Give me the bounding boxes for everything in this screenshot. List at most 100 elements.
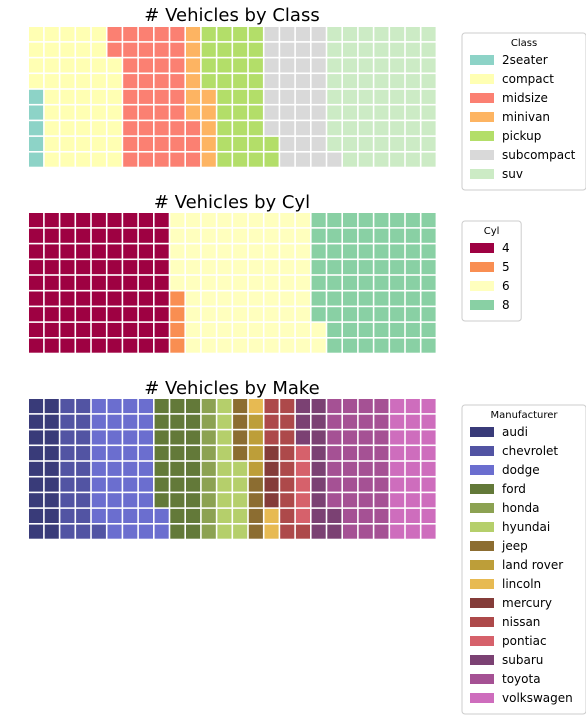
waffle-cell-chevrolet — [76, 493, 91, 508]
waffle-cell-suv — [358, 152, 373, 167]
waffle-cell-midsize — [170, 105, 185, 120]
waffle-cell-4 — [44, 260, 59, 275]
waffle-cell-compact — [76, 152, 91, 167]
waffle-cell-minivan — [186, 105, 201, 120]
waffle-cell-8 — [405, 275, 420, 290]
waffle-cell-6 — [201, 291, 216, 306]
legend-label-honda: honda — [502, 501, 540, 515]
waffle-cell-4 — [138, 275, 153, 290]
waffle-cell-compact — [91, 74, 106, 89]
waffle-cell-6 — [264, 338, 279, 353]
waffle-cell-midsize — [123, 152, 138, 167]
waffle-cell-4 — [123, 307, 138, 322]
waffle-cell-nissan — [280, 446, 295, 461]
waffle-cell-8 — [311, 260, 326, 275]
waffle-cell-subcompact — [311, 121, 326, 136]
waffle-cell-suv — [343, 152, 358, 167]
waffle-cell-8 — [390, 213, 405, 228]
waffle-cell-dodge — [107, 508, 122, 523]
waffle-cell-pickup — [201, 74, 216, 89]
waffle-cell-4 — [123, 291, 138, 306]
waffle-cell-suv — [358, 74, 373, 89]
waffle-cell-ford — [170, 446, 185, 461]
waffle-cell-hyundai — [217, 399, 232, 414]
waffle-cell-toyota — [374, 493, 389, 508]
waffle-cell-8 — [405, 244, 420, 259]
waffle-cell-jeep — [233, 414, 248, 429]
waffle-cell-ford — [186, 399, 201, 414]
waffle-cell-6 — [170, 275, 185, 290]
waffle-cell-toyota — [343, 430, 358, 445]
waffle-cell-nissan — [280, 477, 295, 492]
waffle-cell-suv — [390, 58, 405, 73]
legend-label-pontiac: pontiac — [502, 634, 547, 648]
waffle-cell-8 — [390, 338, 405, 353]
waffle-cell-honda — [201, 477, 216, 492]
waffle-cell-6 — [217, 275, 232, 290]
waffle-cell-suv — [374, 121, 389, 136]
waffle-cell-6 — [280, 213, 295, 228]
legend-swatch-mercury — [470, 598, 494, 608]
waffle-cell-6 — [264, 307, 279, 322]
waffle-cell-8 — [327, 275, 342, 290]
waffle-cell-4 — [154, 322, 169, 337]
waffle-cell-compact — [60, 105, 75, 120]
waffle-cell-compact — [91, 27, 106, 42]
waffle-cell-suv — [421, 42, 436, 57]
waffle-cell-ford — [186, 414, 201, 429]
waffle-cell-compact — [107, 105, 122, 120]
waffle-cell-4 — [29, 307, 44, 322]
waffle-cell-6 — [311, 322, 326, 337]
waffle-cell-subaru — [327, 524, 342, 539]
waffle-cell-dodge — [91, 461, 106, 476]
waffle-cell-6 — [311, 338, 326, 353]
legend-label-6: 6 — [502, 279, 510, 293]
waffle-cell-4 — [107, 275, 122, 290]
waffle-cell-4 — [91, 260, 106, 275]
waffle-cell-jeep — [248, 524, 263, 539]
waffle-cell-subcompact — [280, 105, 295, 120]
waffle-cell-4 — [60, 228, 75, 243]
waffle-cell-midsize — [154, 42, 169, 57]
waffle-cell-compact — [91, 136, 106, 151]
waffle-cell-pickup — [233, 105, 248, 120]
waffle-cell-audi — [29, 399, 44, 414]
waffle-cell-compact — [76, 136, 91, 151]
waffle-cell-4 — [44, 275, 59, 290]
waffle-cell-8 — [311, 213, 326, 228]
waffle-cell-honda — [201, 461, 216, 476]
waffle-cell-subcompact — [295, 121, 310, 136]
waffle-cell-4 — [76, 307, 91, 322]
waffle-cell-pickup — [217, 105, 232, 120]
waffle-cell-nissan — [280, 524, 295, 539]
waffle-cell-pickup — [248, 121, 263, 136]
waffle-cell-8 — [343, 260, 358, 275]
waffle-cell-compact — [76, 121, 91, 136]
waffle-cell-compact — [107, 74, 122, 89]
waffle-cell-4 — [44, 307, 59, 322]
waffle-cell-suv — [327, 121, 342, 136]
waffle-cell-compact — [44, 42, 59, 57]
legend-swatch-8 — [470, 300, 494, 310]
waffle-cell-6 — [248, 338, 263, 353]
waffle-cell-dodge — [123, 446, 138, 461]
waffle-cell-8 — [421, 244, 436, 259]
waffle-cell-8 — [358, 322, 373, 337]
waffle-cell-minivan — [186, 58, 201, 73]
waffle-cell-hyundai — [233, 524, 248, 539]
waffle-cell-dodge — [154, 524, 169, 539]
waffle-cell-4 — [29, 244, 44, 259]
waffle-cell-4 — [107, 338, 122, 353]
waffle-cell-8 — [343, 291, 358, 306]
waffle-cell-dodge — [107, 461, 122, 476]
waffle-cell-volkswagen — [421, 493, 436, 508]
waffle-cell-midsize — [170, 27, 185, 42]
waffle-cell-suv — [343, 136, 358, 151]
waffle-cell-subcompact — [327, 152, 342, 167]
waffle-cell-chevrolet — [76, 508, 91, 523]
waffle-cell-midsize — [170, 58, 185, 73]
waffle-cell-pickup — [233, 42, 248, 57]
waffle-cell-subcompact — [280, 121, 295, 136]
waffle-cell-volkswagen — [405, 461, 420, 476]
